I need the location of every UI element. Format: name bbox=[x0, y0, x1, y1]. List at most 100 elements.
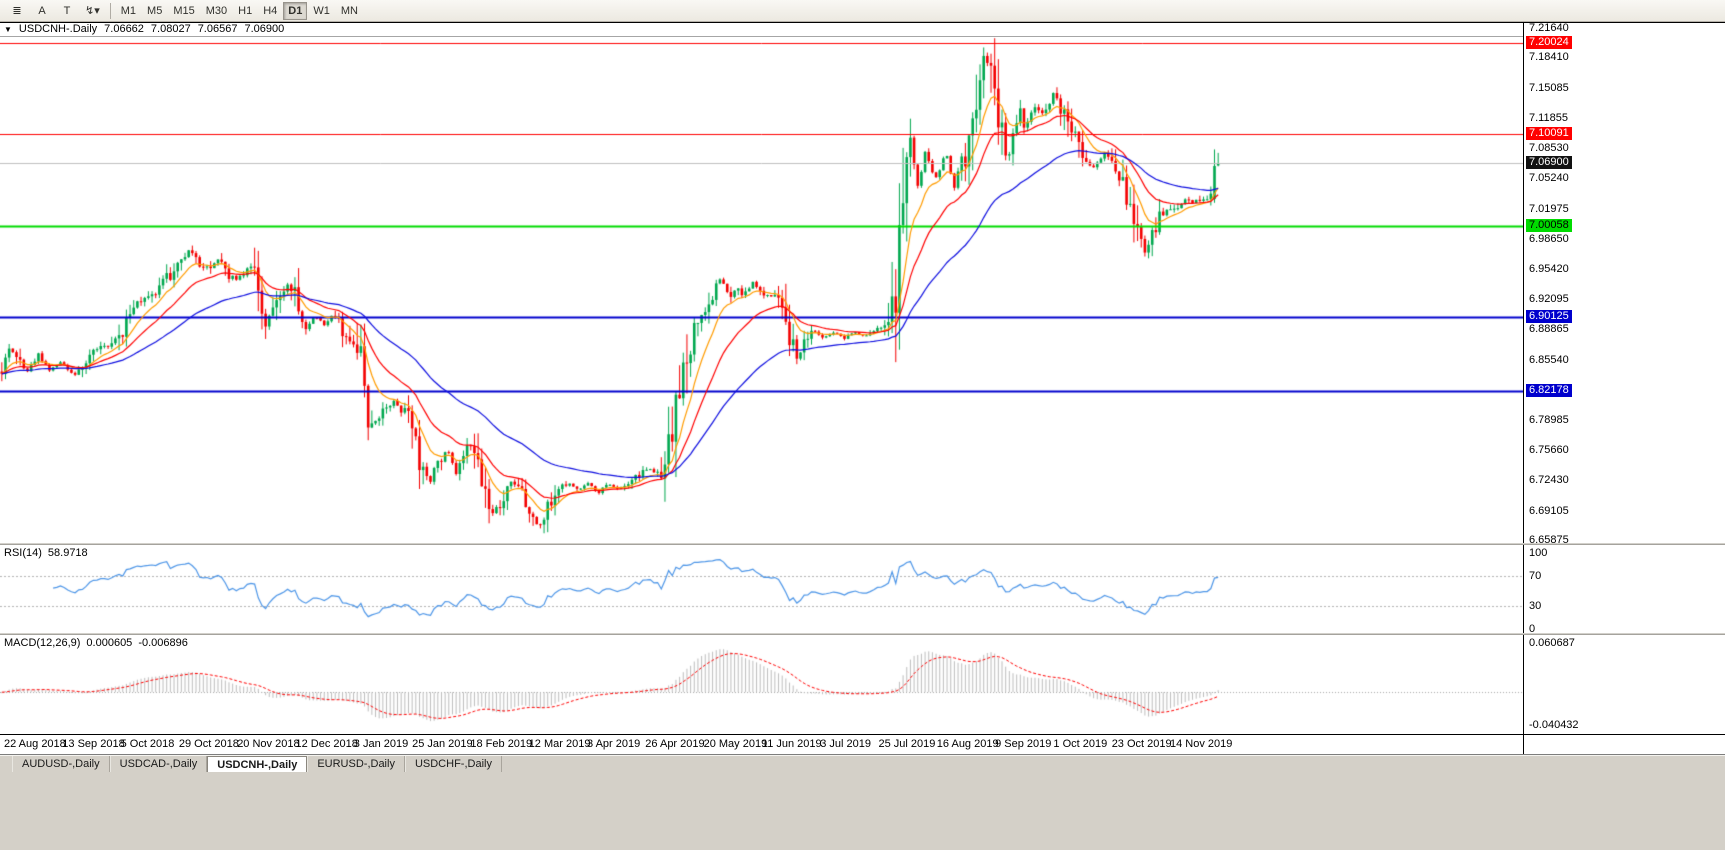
price-tick: 6.98650 bbox=[1529, 233, 1569, 246]
ohlc-high: 7.08027 bbox=[150, 23, 191, 35]
date-label: 1 Oct 2019 bbox=[1053, 738, 1108, 750]
toolbar-separator bbox=[109, 2, 111, 19]
date-label: 26 Apr 2019 bbox=[645, 738, 705, 750]
chart-tab-eurusd[interactable]: EURUSD-,Daily bbox=[307, 756, 405, 772]
text-tool-icon[interactable]: T bbox=[63, 4, 71, 17]
price-panel: ▼ USDCNH-.Daily 7.06662 7.08027 7.06567 … bbox=[0, 21, 1725, 546]
rsi-value: 58.9718 bbox=[47, 547, 88, 559]
price-tick: 6.75660 bbox=[1529, 444, 1569, 457]
date-label: 12 Dec 2018 bbox=[295, 738, 358, 750]
price-line-badge: 7.10091 bbox=[1526, 126, 1572, 140]
ohlc-low: 7.06567 bbox=[197, 23, 238, 35]
date-label: 20 Nov 2018 bbox=[237, 738, 300, 750]
timeframe-button-mn[interactable]: MN bbox=[340, 4, 358, 17]
price-tick: 7.21640 bbox=[1529, 21, 1569, 34]
rsi-level-tick: 100 bbox=[1529, 547, 1548, 559]
cursor-tool-a[interactable]: A bbox=[38, 4, 46, 17]
price-line-badge: 6.90125 bbox=[1526, 310, 1572, 324]
ohlc-open: 7.06662 bbox=[104, 23, 144, 35]
chart-tab-usdchf[interactable]: USDCHF-,Daily bbox=[404, 756, 502, 772]
timeframe-button-m30[interactable]: M30 bbox=[205, 4, 228, 17]
macd-axis-tick: 0.060687 bbox=[1529, 637, 1575, 649]
price-tick: 7.18410 bbox=[1529, 51, 1569, 64]
chart-title-overlay: ▼ USDCNH-.Daily 7.06662 7.08027 7.06567 … bbox=[0, 23, 1523, 37]
price-chart-canvas[interactable] bbox=[0, 23, 1523, 543]
rsi-level-tick: 70 bbox=[1529, 569, 1542, 582]
rsi-panel: RSI(14) 58.9718 100 70 30 0 bbox=[0, 545, 1725, 635]
rsi-canvas[interactable] bbox=[0, 545, 1523, 633]
chart-tab-usdcnh[interactable]: USDCNH-,Daily bbox=[207, 756, 308, 772]
timeframe-button-m15[interactable]: M15 bbox=[173, 4, 195, 17]
price-tick: 7.11855 bbox=[1529, 111, 1568, 124]
chart-tab-audusd[interactable]: AUDUSD-,Daily bbox=[12, 756, 110, 772]
panel-splitter-1[interactable] bbox=[0, 543, 1725, 545]
date-label: 14 Nov 2019 bbox=[1170, 738, 1233, 750]
price-tick: 7.05240 bbox=[1529, 172, 1569, 185]
price-tick: 6.95420 bbox=[1529, 262, 1569, 275]
price-tick: 6.92095 bbox=[1529, 293, 1569, 306]
rsi-plot: RSI(14) 58.9718 bbox=[0, 545, 1523, 633]
menu-lines-icon[interactable]: ≣ bbox=[12, 5, 22, 17]
date-label: 3 Jan 2019 bbox=[353, 738, 409, 750]
rsi-name: RSI(14) bbox=[4, 547, 42, 559]
timeframe-button-h1[interactable]: H1 bbox=[238, 4, 253, 17]
date-label: 11 Jun 2019 bbox=[761, 738, 822, 750]
time-axis-corner bbox=[1523, 735, 1725, 754]
timeframe-button-m1[interactable]: M1 bbox=[120, 4, 137, 17]
date-label: 3 Apr 2019 bbox=[587, 738, 641, 750]
price-line-badge: 7.20024 bbox=[1526, 35, 1572, 49]
rsi-level-tick: 0 bbox=[1529, 623, 1536, 635]
rsi-label: RSI(14) 58.9718 bbox=[4, 547, 88, 559]
price-tick: 6.88865 bbox=[1529, 323, 1569, 336]
macd-canvas[interactable] bbox=[0, 635, 1523, 734]
price-tick: 6.85540 bbox=[1529, 353, 1569, 366]
macd-axis-tick: -0.040432 bbox=[1529, 719, 1579, 731]
date-label: 3 Jul 2019 bbox=[820, 738, 871, 750]
macd-plot: MACD(12,26,9) 0.000605 -0.006896 bbox=[0, 635, 1523, 734]
price-tick: 7.08530 bbox=[1529, 142, 1569, 155]
date-label: 25 Jan 2019 bbox=[412, 738, 473, 750]
date-label: 23 Oct 2019 bbox=[1111, 738, 1172, 750]
chart-window: ▼ USDCNH-.Daily 7.06662 7.08027 7.06567 … bbox=[0, 22, 1725, 755]
price-tick: 6.78985 bbox=[1529, 413, 1569, 426]
rsi-axis: 100 70 30 0 bbox=[1523, 545, 1725, 635]
time-axis[interactable]: 22 Aug 2018 13 Sep 2018 5 Oct 2018 29 Oct 2… bbox=[0, 735, 1523, 754]
toolbar-tools: ≣ A T ↯▾ bbox=[5, 2, 105, 20]
price-tick: 7.01975 bbox=[1529, 202, 1569, 215]
macd-label: MACD(12,26,9) 0.000605 -0.006896 bbox=[4, 637, 188, 649]
chart-tab-usdcad[interactable]: USDCAD-,Daily bbox=[109, 756, 208, 772]
macd-panel: MACD(12,26,9) 0.000605 -0.006896 0.06068… bbox=[0, 635, 1725, 734]
macd-axis: 0.060687 -0.040432 bbox=[1523, 635, 1725, 734]
price-tick: 7.15085 bbox=[1529, 81, 1569, 94]
chart-symbol-label: USDCNH-.Daily bbox=[18, 23, 98, 35]
draw-tools-dropdown-icon[interactable]: ↯▾ bbox=[85, 5, 100, 17]
macd-signal-value: -0.006896 bbox=[138, 637, 188, 649]
date-label: 18 Feb 2019 bbox=[470, 738, 533, 750]
price-tick: 6.72430 bbox=[1529, 474, 1569, 487]
timeframe-button-h4[interactable]: H4 bbox=[263, 4, 278, 17]
timeframe-button-d1[interactable]: D1 bbox=[283, 1, 308, 20]
bottom-filler bbox=[0, 772, 1725, 850]
chart-tab-bar: AUDUSD-,Daily USDCAD-,Daily USDCNH-,Daily E… bbox=[0, 755, 1725, 772]
panel-splitter-2[interactable] bbox=[0, 633, 1725, 635]
price-plot: ▼ USDCNH-.Daily 7.06662 7.08027 7.06567 … bbox=[0, 23, 1523, 543]
date-label: 25 Jul 2019 bbox=[878, 738, 936, 750]
price-tick: 6.69105 bbox=[1529, 504, 1569, 517]
timeframe-button-w1[interactable]: W1 bbox=[313, 4, 330, 17]
collapse-icon[interactable]: ▼ bbox=[4, 25, 12, 34]
price-line-badge: 6.82178 bbox=[1526, 383, 1572, 397]
time-axis-row: 22 Aug 2018 13 Sep 2018 5 Oct 2018 29 Oct 2… bbox=[0, 734, 1725, 754]
price-line-badge: 7.00058 bbox=[1526, 219, 1572, 233]
toolbar-timeframes: M1 M5 M15 M30 H1 H4 D1 W1 MN bbox=[116, 1, 363, 20]
timeframe-button-m5[interactable]: M5 bbox=[147, 4, 163, 17]
rsi-level-tick: 30 bbox=[1529, 600, 1542, 613]
date-label: 20 May 2019 bbox=[703, 738, 768, 750]
date-label: 29 Oct 2018 bbox=[178, 738, 239, 750]
price-axis[interactable]: 7.21640 7.18410 7.15085 7.11855 7.08530 7.052… bbox=[1523, 21, 1725, 546]
date-label: 22 Aug 2018 bbox=[4, 738, 66, 750]
macd-name: MACD(12,26,9) bbox=[4, 637, 81, 649]
date-label: 13 Sep 2018 bbox=[62, 738, 125, 750]
date-label: 12 Mar 2019 bbox=[528, 738, 591, 750]
price-line-badge: 7.06900 bbox=[1526, 156, 1572, 170]
macd-main-value: 0.000605 bbox=[86, 637, 133, 649]
